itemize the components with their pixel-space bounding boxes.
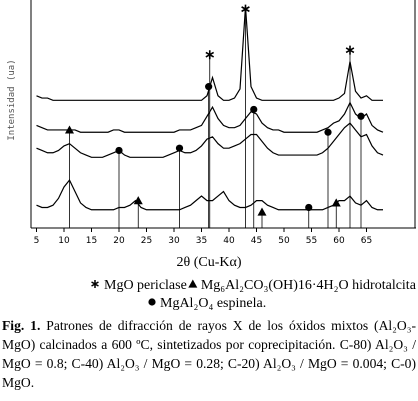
circle-marker — [250, 105, 258, 114]
x-tick-label: 5 — [34, 236, 40, 246]
figure: Intensidad (ua) 2θ (Cu-Kα) 5 10 15 20 25 30 35… — [7, 0, 417, 311]
legend-star — [91, 280, 99, 288]
star-marker — [205, 50, 215, 60]
circle-marker — [205, 83, 213, 91]
legend-entry: Mg₆Al₂CO₃(OH)16·4H₂O hidrotalcita — [201, 278, 417, 293]
x-tick-label: 50 — [278, 236, 290, 246]
x-tick-label: 20 — [113, 236, 125, 246]
x-tick-label: 65 — [361, 236, 372, 246]
legend-entry: MgAl₂O₄ espinela. — [160, 296, 266, 311]
x-tick-label: 45 — [251, 236, 262, 246]
circle-marker — [324, 128, 332, 136]
star-marker — [345, 45, 355, 55]
x-tick-label: 30 — [168, 236, 180, 246]
triangle-marker — [331, 198, 341, 207]
x-tick-label: 25 — [141, 236, 152, 246]
x-tick-label: 10 — [58, 236, 70, 246]
circle-marker — [115, 146, 123, 155]
triangle-marker — [257, 207, 267, 216]
x-tick-label: 55 — [306, 236, 317, 246]
circle-marker — [175, 144, 184, 152]
x-tick-label: 35 — [196, 236, 207, 246]
circle-marker — [305, 203, 313, 212]
x-label: 2θ (Cu-Kα) — [177, 255, 242, 270]
legend-circle — [148, 298, 156, 306]
triangle-marker — [133, 196, 143, 205]
x-tick-label: 60 — [333, 236, 345, 246]
legend-entry: MgO periclase — [104, 278, 187, 293]
caption-text: Patrones de difracción de rayos X de los… — [2, 318, 416, 390]
x-tick-label: 15 — [86, 236, 97, 246]
star-marker — [241, 4, 250, 14]
caption: Fig. 1. Patrones de difracción de rayos … — [2, 316, 416, 392]
triangle-marker — [65, 125, 74, 134]
x-tick-label: 40 — [223, 236, 235, 246]
y-label: Intensidad (ua) — [7, 59, 17, 140]
legend-triangle — [188, 279, 198, 288]
circle-marker — [357, 112, 365, 120]
caption-label: Fig. 1. — [2, 318, 41, 333]
